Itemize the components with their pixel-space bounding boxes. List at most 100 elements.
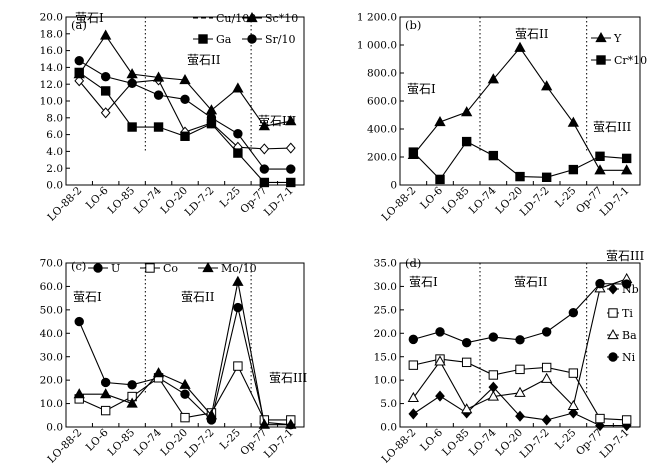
data-point — [258, 120, 270, 131]
data-point — [179, 73, 191, 85]
data-point — [515, 335, 525, 345]
data-point — [461, 337, 472, 348]
legend-marker — [607, 328, 619, 340]
data-point — [126, 397, 138, 408]
legend-marker — [608, 283, 618, 295]
chart-panel-b: 0 200.0 400.0 600.0 800.0 1 000.0 1 200.0 LO-88… — [357, 12, 647, 224]
legend-label: Cu/100 — [216, 12, 256, 25]
data-point — [407, 391, 419, 403]
zone-label: 萤石I — [73, 290, 102, 304]
y-tick-label: 0.0 — [46, 180, 63, 192]
data-point — [73, 388, 85, 399]
data-point — [595, 278, 605, 289]
data-point — [152, 71, 165, 82]
chart-panel-a: 0.0 2.0 4.0 6.0 8.0 10.0 12.0 14.0 16.0 18.0 20.0 L… — [40, 11, 305, 224]
x-tick-label: LD-7-2 — [183, 427, 217, 461]
x-tick-label: LO-74 — [132, 184, 164, 216]
data-point — [205, 409, 218, 420]
panel-label: (d) — [405, 256, 421, 270]
data-point — [180, 94, 190, 105]
zone-label: 萤石III — [593, 120, 631, 134]
data-point — [100, 29, 112, 40]
legend-item: Cr*10 — [591, 54, 647, 67]
data-point — [259, 164, 270, 174]
x-tick-label: LO-85 — [106, 185, 138, 217]
zone-label: 萤石I — [409, 275, 438, 289]
data-point — [461, 106, 473, 117]
data-point — [408, 147, 419, 157]
data-point — [541, 327, 552, 337]
x-tick-label: LD-7-1 — [598, 185, 632, 219]
x-tick-label: LD-7-1 — [598, 427, 632, 461]
data-point — [233, 302, 243, 313]
legend-marker — [596, 55, 606, 65]
data-point — [286, 164, 296, 174]
y-tick-label: 70.0 — [40, 258, 63, 270]
legend-item: Mo/10 — [198, 261, 257, 275]
data-point — [233, 361, 243, 371]
panel-label: (c) — [71, 259, 86, 273]
data-point — [541, 362, 552, 373]
data-point — [74, 55, 84, 66]
legend-marker — [608, 308, 618, 318]
data-point — [206, 113, 217, 123]
data-point — [180, 131, 190, 141]
legend-label: Sc*10 — [265, 12, 298, 25]
legend-label: Cr*10 — [614, 54, 647, 67]
y-tick-label: 10.0 — [374, 375, 397, 387]
data-point — [73, 68, 85, 79]
x-tick-label: LO-74 — [132, 426, 164, 458]
data-point — [568, 307, 579, 318]
data-point — [541, 372, 553, 383]
data-point — [179, 378, 191, 389]
data-point — [621, 415, 632, 425]
data-point — [487, 390, 499, 401]
data-point — [100, 71, 111, 82]
data-point — [100, 86, 111, 96]
data-point — [153, 90, 164, 100]
legend-label: U — [111, 262, 120, 275]
data-point — [514, 41, 526, 52]
data-point — [515, 171, 525, 182]
y-tick-label: 18.0 — [40, 28, 63, 40]
x-tick-label: LD-7-2 — [183, 185, 217, 219]
y-tick-label: 30.0 — [374, 281, 397, 293]
legend-item: Ni — [607, 351, 636, 364]
legend-marker — [93, 263, 103, 273]
data-point — [435, 174, 445, 185]
legend-marker — [247, 34, 257, 44]
data-point — [180, 389, 190, 399]
legend-marker — [202, 261, 214, 273]
y-tick-label: 12.0 — [40, 79, 63, 91]
series-line — [78, 307, 291, 426]
x-tick-label: LD-7-2 — [518, 185, 552, 219]
zone-label: 萤石II — [181, 290, 215, 304]
y-tick-label: 20.0 — [40, 12, 63, 24]
data-point — [100, 405, 111, 416]
y-tick-label: 4.0 — [46, 146, 63, 158]
data-point — [408, 360, 419, 370]
x-tick-label: LO-85 — [440, 427, 472, 459]
data-point — [285, 115, 297, 126]
legend-label: Mo/10 — [221, 262, 257, 275]
series-ga — [74, 67, 296, 188]
legend-item: Ga — [193, 33, 232, 46]
data-point — [127, 380, 137, 390]
y-tick-label: 40.0 — [40, 328, 63, 340]
data-point — [461, 357, 472, 368]
legend-item: Ba — [607, 328, 637, 342]
data-point — [567, 116, 579, 127]
plot-frame — [65, 262, 305, 428]
series-sc-10 — [73, 29, 297, 131]
data-point — [408, 408, 419, 420]
y-tick-label: 10.0 — [40, 398, 63, 410]
data-point — [434, 115, 446, 127]
data-point — [153, 122, 164, 132]
data-point — [232, 82, 244, 93]
zone-label: 萤石I — [407, 82, 436, 96]
zone-label: 萤石III — [606, 249, 644, 263]
y-tick-label: 2.0 — [46, 163, 63, 175]
data-point — [285, 142, 296, 154]
legend-item: U — [88, 262, 120, 275]
legend-item: Cu/100 — [193, 12, 256, 25]
